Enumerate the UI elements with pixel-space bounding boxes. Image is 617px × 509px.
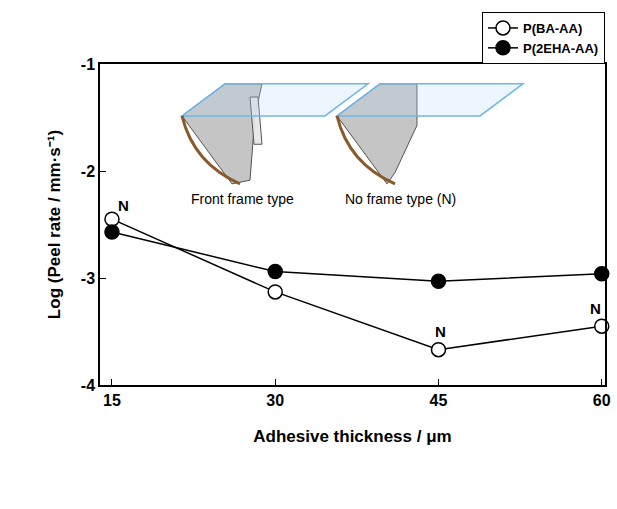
svg-text:60: 60 xyxy=(593,392,611,409)
svg-text:-2: -2 xyxy=(81,163,95,180)
svg-text:Front frame type: Front frame type xyxy=(191,191,294,207)
svg-text:-4: -4 xyxy=(81,377,95,394)
svg-text:-1: -1 xyxy=(81,56,95,73)
svg-text:15: 15 xyxy=(103,392,121,409)
svg-text:P(2EHA-AA): P(2EHA-AA) xyxy=(523,41,598,56)
svg-text:45: 45 xyxy=(430,392,448,409)
svg-text:N: N xyxy=(590,300,601,317)
svg-text:Adhesive thickness / μm: Adhesive thickness / μm xyxy=(253,427,451,446)
svg-text:No frame type (N): No frame type (N) xyxy=(345,191,456,207)
svg-text:Log (Peel rate / mm·s⁻¹): Log (Peel rate / mm·s⁻¹) xyxy=(45,130,64,319)
svg-text:30: 30 xyxy=(266,392,284,409)
svg-text:-3: -3 xyxy=(81,270,95,287)
svg-text:N: N xyxy=(118,197,129,214)
svg-text:P(BA-AA): P(BA-AA) xyxy=(523,21,582,36)
svg-text:N: N xyxy=(435,323,446,340)
